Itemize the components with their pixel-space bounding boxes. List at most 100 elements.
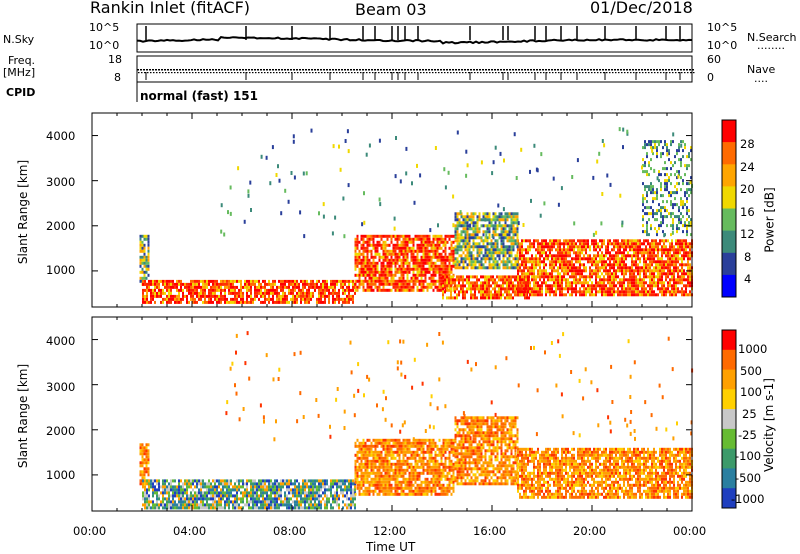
echo-cell: [639, 248, 641, 252]
echo-cell: [174, 494, 176, 498]
echo-cell: [158, 279, 160, 283]
echo-cell: [466, 224, 469, 228]
echo-cell: [143, 452, 146, 456]
echo-cell: [412, 279, 415, 283]
echo-cell: [232, 488, 234, 492]
echo-cell: [440, 240, 443, 244]
freq-dot: [665, 69, 667, 71]
echo-cell: [683, 278, 685, 282]
nave-dot: [285, 72, 287, 74]
echo-cell: [379, 202, 382, 207]
freq-dot: [653, 69, 655, 71]
echo-cell: [605, 293, 607, 297]
echo-cell: [682, 140, 684, 144]
echo-cell: [334, 279, 336, 283]
echo-cell: [680, 164, 682, 168]
echo-cell: [664, 161, 666, 165]
echo-cell: [308, 297, 310, 301]
echo-cell: [141, 261, 144, 265]
echo-cell: [567, 260, 569, 264]
echo-cell: [506, 233, 509, 237]
echo-cell: [484, 257, 487, 261]
echo-cell: [577, 290, 579, 294]
freq-dot: [635, 69, 637, 71]
echo-cell: [613, 281, 615, 285]
echo-cell: [376, 288, 379, 292]
echo-cell: [228, 279, 230, 283]
echo-cell: [408, 246, 411, 250]
echo-cell: [262, 279, 264, 283]
echo-cell: [139, 258, 142, 262]
echo-cell: [498, 233, 501, 237]
echo-cell: [370, 282, 373, 286]
echo-cell: [208, 506, 210, 510]
echo-cell: [541, 287, 543, 291]
echo-cell: [220, 297, 222, 301]
echo-cell: [583, 263, 585, 267]
echo-cell: [238, 288, 240, 292]
echo-cell: [422, 252, 425, 256]
echo-cell: [400, 252, 403, 256]
echo-cell: [662, 146, 664, 150]
nave-dot: [150, 72, 152, 74]
echo-cell: [430, 249, 433, 253]
echo-cell: [504, 254, 507, 258]
echo-cell: [643, 281, 645, 285]
echo-cell: [670, 167, 672, 171]
echo-cell: [380, 276, 383, 280]
echo-cell: [270, 285, 272, 289]
echo-cell: [496, 290, 498, 294]
echo-cell: [458, 275, 460, 279]
echo-cell: [496, 254, 499, 258]
echo-cell: [240, 294, 242, 298]
echo-cell: [561, 263, 563, 267]
echo-cell: [300, 300, 302, 304]
echo-cell: [551, 239, 553, 243]
echo-cell: [224, 479, 226, 483]
echo-cell: [472, 266, 475, 270]
nave-dot: [354, 72, 356, 74]
echo-cell: [242, 294, 244, 298]
echo-cell: [543, 275, 545, 279]
echo-cell: [684, 146, 686, 150]
echo-cell: [145, 446, 148, 450]
echo-cell: [660, 155, 662, 159]
echo-cell: [139, 461, 142, 465]
echo-cell: [486, 281, 488, 285]
echo-cell: [206, 300, 208, 304]
echo-cell: [376, 267, 379, 271]
echo-cell: [143, 470, 146, 474]
nave-dot: [348, 72, 350, 74]
echo-cell: [190, 497, 192, 501]
echo-cell: [334, 291, 336, 295]
echo-cell: [252, 282, 254, 286]
echo-cell: [527, 245, 529, 249]
echo-cell: [141, 234, 144, 238]
echo-cell: [254, 479, 256, 483]
echo-cell: [462, 290, 464, 294]
echo-cell: [595, 242, 597, 246]
echo-cell: [145, 449, 148, 453]
echo-cell: [218, 285, 220, 289]
echo-cell: [256, 294, 258, 298]
echo-cell: [184, 500, 186, 504]
echo-cell: [484, 248, 487, 252]
echo-cell: [216, 285, 218, 289]
freq-dot: [620, 69, 622, 71]
echo-cell: [527, 266, 529, 270]
echo-cell: [527, 251, 529, 255]
echo-cell: [663, 284, 665, 288]
freq-dot: [434, 69, 436, 71]
echo-cell: [494, 257, 497, 261]
echo-cell: [432, 255, 435, 259]
echo-cell: [444, 185, 447, 190]
echo-cell: [194, 285, 196, 289]
echo-cell: [164, 285, 166, 289]
echo-cell: [575, 254, 577, 258]
echo-cell: [643, 287, 645, 291]
echo-cell: [549, 251, 551, 255]
echo-cell: [440, 273, 443, 277]
echo-cell: [468, 287, 470, 291]
echo-cell: [276, 288, 278, 292]
echo-cell: [378, 279, 381, 283]
